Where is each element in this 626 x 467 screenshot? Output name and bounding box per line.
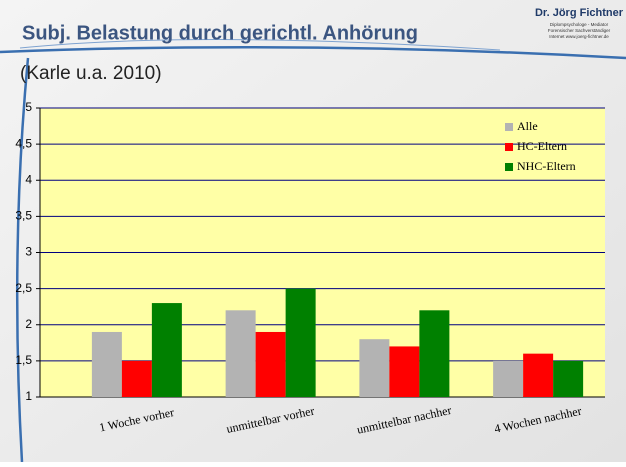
y-tick-label: 4 bbox=[25, 172, 32, 186]
bar bbox=[523, 353, 554, 397]
bar bbox=[389, 346, 420, 397]
bar bbox=[151, 303, 182, 397]
bar bbox=[419, 310, 450, 397]
legend-swatch bbox=[505, 123, 513, 131]
y-tick-label: 3 bbox=[25, 245, 32, 259]
legend-label: NHC-Eltern bbox=[517, 159, 576, 173]
y-tick-label: 4,5 bbox=[15, 136, 32, 150]
logo-line: Forensischer Sachverständiger bbox=[548, 28, 611, 33]
bar bbox=[493, 360, 524, 397]
legend-label: Alle bbox=[517, 119, 538, 133]
decor-line bbox=[0, 45, 626, 60]
decor-line bbox=[19, 38, 501, 51]
legend-label: HC-Eltern bbox=[517, 139, 567, 153]
logo-line: Internet www.joerg-fichtner.de bbox=[549, 34, 609, 39]
logo-name: Dr. Jörg Fichtner bbox=[535, 7, 624, 19]
y-tick-label: 1 bbox=[25, 389, 32, 403]
bar bbox=[255, 331, 286, 397]
bar bbox=[91, 331, 122, 397]
y-tick-label: 2 bbox=[25, 317, 32, 331]
bar bbox=[121, 360, 152, 397]
bar bbox=[553, 360, 584, 397]
bar bbox=[225, 310, 256, 397]
decor-line bbox=[15, 57, 30, 463]
y-tick-label: 3,5 bbox=[15, 209, 32, 223]
subtitle: (Karle u.a. 2010) bbox=[20, 63, 162, 84]
y-tick-label: 1,5 bbox=[15, 353, 32, 367]
title: Subj. Belastung durch gerichtl. Anhörung bbox=[22, 22, 418, 44]
legend-swatch bbox=[505, 163, 513, 171]
legend-swatch bbox=[505, 143, 513, 151]
y-tick-label: 5 bbox=[25, 100, 32, 114]
bar bbox=[285, 288, 316, 397]
y-tick-label: 2,5 bbox=[15, 281, 32, 295]
bar bbox=[359, 339, 390, 397]
logo-line: Diplompsychologe - Mediator bbox=[550, 22, 609, 27]
